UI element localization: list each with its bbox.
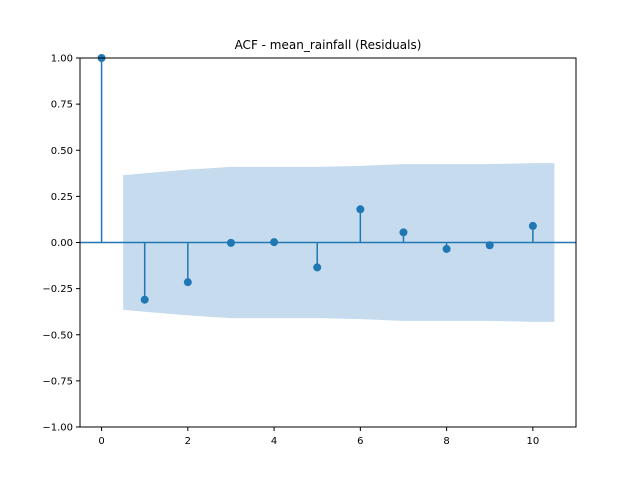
chart-title: ACF - mean_rainfall (Residuals) (235, 38, 422, 52)
x-tick-label: 4 (271, 436, 277, 447)
x-tick-label: 2 (185, 436, 191, 447)
acf-point-lag-1 (140, 295, 149, 304)
acf-point-lag-8 (442, 244, 451, 253)
acf-point-lag-7 (399, 228, 408, 237)
acf-point-lag-9 (485, 241, 494, 250)
acf-point-lag-2 (183, 278, 192, 287)
y-tick-label: 0.00 (51, 238, 73, 249)
y-tick-label: −1.00 (42, 423, 73, 434)
y-tick-label: −0.25 (42, 284, 73, 295)
y-tick-label: 0.75 (51, 100, 73, 111)
acf-point-lag-5 (313, 263, 322, 272)
x-tick-label: 0 (98, 436, 104, 447)
acf-point-lag-3 (226, 238, 235, 247)
y-tick-label: 0.50 (51, 146, 73, 157)
y-tick-label: −0.75 (42, 376, 73, 387)
x-tick-label: 6 (357, 436, 363, 447)
acf-point-lag-10 (528, 221, 537, 230)
y-tick-label: 0.25 (51, 192, 73, 203)
plot-frame (79, 57, 577, 428)
y-tick-label: 1.00 (51, 54, 73, 65)
acf-point-lag-6 (356, 205, 365, 214)
y-tick-label: −0.50 (42, 330, 73, 341)
x-tick-label: 10 (527, 436, 540, 447)
acf-point-lag-4 (270, 238, 279, 247)
x-tick-label: 8 (443, 436, 449, 447)
